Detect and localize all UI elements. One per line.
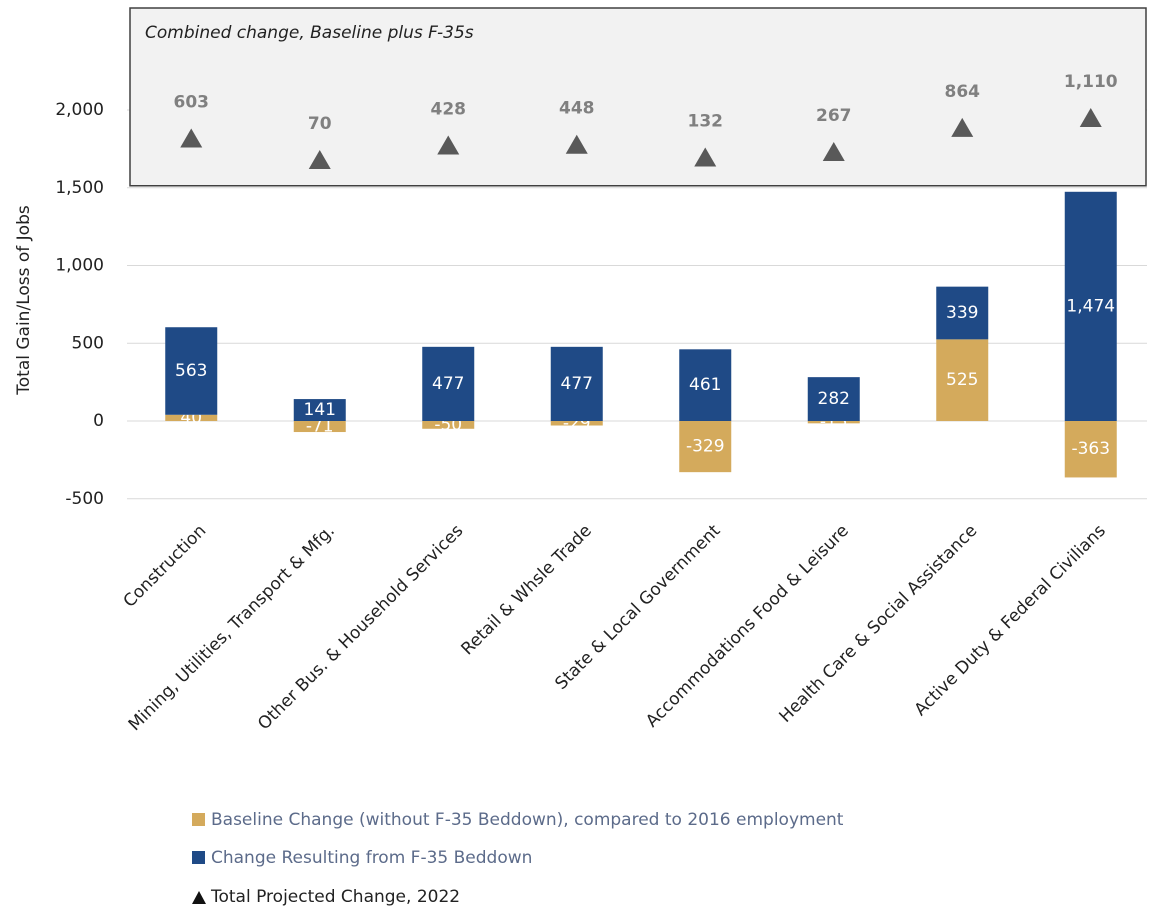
y-tick-label: 2,000 bbox=[55, 100, 104, 120]
data-label: 461 bbox=[689, 375, 721, 395]
bar-segment bbox=[293, 399, 346, 421]
data-label: -71 bbox=[306, 417, 334, 437]
inset-title: Combined change, Baseline plus F-35s bbox=[145, 23, 474, 43]
total-marker bbox=[822, 142, 845, 162]
bar-segment bbox=[936, 339, 989, 421]
bar-segment bbox=[293, 421, 346, 433]
bar-segment bbox=[550, 421, 603, 426]
total-label: 864 bbox=[945, 82, 981, 102]
bar-segment bbox=[1064, 421, 1117, 478]
data-label: -329 bbox=[686, 437, 725, 457]
total-marker bbox=[437, 135, 460, 155]
data-label: 282 bbox=[818, 389, 850, 409]
total-label: 603 bbox=[174, 92, 210, 112]
legend-label: Baseline Change (without F-35 Beddown), … bbox=[211, 810, 844, 830]
legend-swatch bbox=[192, 813, 205, 826]
y-tick-label: 500 bbox=[72, 333, 104, 353]
data-label: 525 bbox=[946, 370, 978, 390]
bar-segment bbox=[679, 421, 732, 473]
inset-panel bbox=[129, 7, 1147, 187]
x-tick-label: Accommodations Food & Leisure bbox=[642, 521, 853, 732]
total-marker bbox=[951, 117, 974, 137]
bar-segment bbox=[679, 349, 732, 421]
legend-label: Change Resulting from F-35 Beddown bbox=[211, 848, 532, 868]
data-label: 477 bbox=[432, 374, 464, 394]
legend-marker bbox=[192, 891, 206, 904]
total-marker bbox=[180, 128, 203, 148]
bar-segment bbox=[165, 327, 218, 415]
legend-swatch bbox=[192, 851, 205, 864]
legend-label: Total Projected Change, 2022 bbox=[210, 887, 460, 907]
bar-segment bbox=[550, 346, 603, 421]
bar-segment bbox=[936, 286, 989, 340]
bar-segment bbox=[807, 421, 860, 424]
y-tick-label: 1,000 bbox=[55, 256, 104, 276]
y-tick-label: 0 bbox=[93, 411, 104, 431]
x-tick-label: Construction bbox=[120, 521, 211, 612]
total-label: 1,110 bbox=[1064, 72, 1118, 92]
x-tick-label: Other Bus. & Household Services bbox=[254, 521, 467, 734]
y-tick-label: 1,500 bbox=[55, 178, 104, 198]
data-label: 563 bbox=[175, 361, 207, 381]
x-tick-label: Mining, Utilities, Transport & Mfg. bbox=[125, 521, 339, 735]
data-label: 339 bbox=[946, 303, 978, 323]
x-tick-label: Health Care & Social Assistance bbox=[776, 521, 982, 727]
total-marker bbox=[1079, 108, 1102, 127]
total-label: 70 bbox=[308, 114, 332, 134]
total-marker bbox=[694, 147, 717, 167]
total-label: 267 bbox=[816, 106, 852, 126]
y-axis-title: Total Gain/Loss of Jobs bbox=[14, 205, 34, 396]
total-label: 448 bbox=[559, 99, 595, 119]
data-label: -363 bbox=[1071, 439, 1110, 459]
data-label: 477 bbox=[561, 374, 593, 394]
bar-segment bbox=[165, 414, 218, 421]
y-tick-label: -500 bbox=[65, 489, 104, 509]
total-label: 132 bbox=[688, 111, 724, 131]
total-label: 428 bbox=[431, 100, 467, 120]
bar-segment bbox=[422, 421, 475, 429]
bar-segment bbox=[1064, 191, 1117, 421]
bar-segment bbox=[807, 377, 860, 421]
x-tick-label: Retail & Whsle Trade bbox=[457, 521, 595, 659]
data-label: 141 bbox=[304, 400, 336, 420]
total-marker bbox=[308, 150, 331, 169]
bar-segment bbox=[422, 346, 475, 421]
data-label: 1,474 bbox=[1066, 296, 1115, 316]
total-marker bbox=[565, 134, 588, 154]
